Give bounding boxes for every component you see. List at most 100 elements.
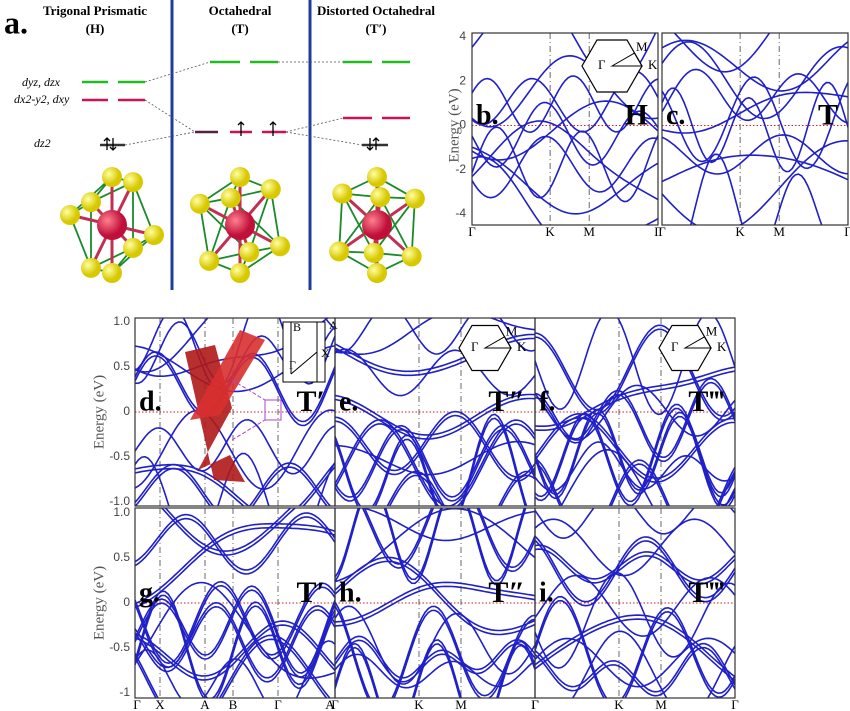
band <box>535 381 735 463</box>
bz-path <box>610 52 643 67</box>
band <box>560 448 735 506</box>
orbital-label: dx2-y2, dxy <box>14 92 70 106</box>
y-tick-label: -0.5 <box>109 640 130 654</box>
band <box>135 640 335 698</box>
k-point-label: K <box>414 697 424 711</box>
band <box>335 639 535 698</box>
chalcogen-atom <box>367 167 387 187</box>
panel-label: g. <box>139 577 160 608</box>
band <box>535 408 735 496</box>
inset-label: B <box>293 320 301 334</box>
band <box>135 634 331 698</box>
y-tick-label: 1.0 <box>113 314 130 328</box>
inset-label: K <box>648 57 658 72</box>
inset-label: M <box>506 323 518 338</box>
band <box>472 135 658 199</box>
band <box>535 370 735 431</box>
y-tick-label: -1 <box>119 685 130 699</box>
k-point-label: Γ <box>531 697 539 711</box>
band <box>335 508 527 586</box>
chalcogen-atom <box>230 263 250 283</box>
band <box>135 466 328 506</box>
metal-atom <box>225 210 255 240</box>
chalcogen-atom <box>367 263 387 283</box>
band <box>135 624 335 681</box>
band <box>135 594 335 698</box>
phase-label: T′ <box>297 385 325 418</box>
chalcogen-atom <box>199 250 220 271</box>
band <box>472 126 658 203</box>
energy-levels <box>82 60 410 147</box>
band <box>335 581 535 623</box>
k-point-label: K <box>614 697 624 711</box>
crystal-structures <box>60 167 425 283</box>
chalcogen-atom <box>102 167 122 187</box>
k-point-label: M <box>773 224 785 239</box>
band-panel <box>535 318 735 506</box>
k-point-label: Γ <box>274 697 282 711</box>
band <box>535 412 735 479</box>
band <box>662 68 848 124</box>
k-point-label: Γ <box>654 224 662 239</box>
inset-label: Γ <box>471 339 479 354</box>
band <box>335 560 535 636</box>
band-panel <box>662 33 848 225</box>
y-tick-label: -4 <box>455 206 466 220</box>
chalcogen-atom <box>239 242 260 263</box>
band <box>135 526 335 609</box>
connectors <box>124 61 363 146</box>
bz-path <box>483 336 512 349</box>
band <box>335 643 535 698</box>
band <box>135 512 335 571</box>
band <box>335 653 535 689</box>
band <box>472 75 658 134</box>
chalcogen-atom <box>144 225 164 245</box>
panel-frame <box>534 317 736 507</box>
band <box>535 614 735 678</box>
bz-inset <box>282 321 326 383</box>
band <box>135 605 335 683</box>
inset-label: M <box>706 323 718 338</box>
k-point-label: K <box>545 224 555 239</box>
band <box>386 470 535 506</box>
k-point-label: A <box>325 697 335 711</box>
k-point-label: M <box>583 224 595 239</box>
bond <box>341 193 375 254</box>
y-tick-label: -2 <box>455 162 466 176</box>
band <box>535 637 735 688</box>
y-tick-label: -1.0 <box>109 494 130 508</box>
band <box>135 601 335 679</box>
band <box>535 318 735 416</box>
chalcogen-atom <box>230 167 250 187</box>
k-point-label: M <box>455 697 467 711</box>
band <box>335 428 535 502</box>
y-axis-label: Energy (eV) <box>91 375 107 449</box>
inset-label: X <box>321 346 330 360</box>
band <box>135 462 335 506</box>
band <box>135 585 335 674</box>
band <box>335 585 535 627</box>
column-subtitle: (H) <box>86 21 105 36</box>
band <box>335 410 535 478</box>
band <box>535 518 735 577</box>
chalcogen-atom <box>270 236 291 257</box>
orbital-label: dz2 <box>34 136 51 150</box>
band <box>135 466 335 506</box>
band <box>535 441 735 492</box>
bz-inset-lines <box>290 322 318 382</box>
dirac-surface <box>190 330 265 420</box>
band <box>689 153 823 225</box>
k-point-label: B <box>229 697 238 711</box>
band <box>358 508 535 542</box>
zoom-box <box>264 399 282 421</box>
band <box>164 508 292 552</box>
chalcogen-atom <box>401 246 422 267</box>
zoom-lines <box>231 379 266 441</box>
band <box>535 535 735 603</box>
band <box>472 155 658 225</box>
column-title: Trigonal Prismatic <box>43 3 147 18</box>
y-axis-label: Energy (eV) <box>446 88 462 162</box>
band <box>535 595 735 698</box>
band <box>535 457 735 506</box>
